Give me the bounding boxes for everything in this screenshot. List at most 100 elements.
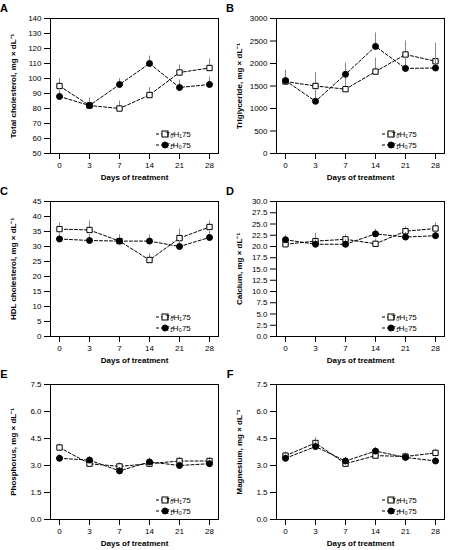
svg-text:2.5: 2.5 <box>256 321 268 330</box>
svg-text:30: 30 <box>33 242 42 251</box>
svg-text:14: 14 <box>145 344 154 353</box>
svg-text:6.0: 6.0 <box>30 407 42 416</box>
svg-text:14: 14 <box>371 344 380 353</box>
svg-text:40: 40 <box>33 212 42 221</box>
svg-text:0: 0 <box>37 332 42 341</box>
svg-text:21: 21 <box>175 161 184 170</box>
svg-text:10: 10 <box>33 302 42 311</box>
svg-text:1000: 1000 <box>250 104 268 113</box>
svg-text:3: 3 <box>313 161 318 170</box>
svg-text:Days of treatment: Days of treatment <box>327 356 395 365</box>
svg-text:3: 3 <box>313 344 318 353</box>
svg-text:80: 80 <box>33 104 42 113</box>
svg-text:E: E <box>0 368 7 380</box>
svg-text:30.0: 30.0 <box>252 197 268 206</box>
svg-text:2000: 2000 <box>250 59 268 68</box>
svg-text:7.5: 7.5 <box>30 380 42 389</box>
svg-text:T₁H₀75: T₁H₀75 <box>165 507 191 516</box>
svg-text:21: 21 <box>175 344 184 353</box>
svg-text:T₁H₀75: T₁H₀75 <box>391 507 417 516</box>
svg-text:C: C <box>0 185 8 197</box>
svg-text:Days of treatment: Days of treatment <box>101 173 169 182</box>
svg-text:0: 0 <box>263 149 268 158</box>
svg-text:Phosphorus, mg × dL⁻¹: Phosphorus, mg × dL⁻¹ <box>9 408 18 496</box>
svg-text:0: 0 <box>57 161 62 170</box>
svg-text:3000: 3000 <box>250 14 268 23</box>
svg-text:B: B <box>226 2 234 14</box>
svg-text:3: 3 <box>87 344 92 353</box>
svg-text:1500: 1500 <box>250 82 268 91</box>
svg-text:0: 0 <box>283 161 288 170</box>
svg-text:1.5: 1.5 <box>30 488 42 497</box>
svg-text:T₀H₁75: T₀H₁75 <box>165 130 191 139</box>
svg-text:0.0: 0.0 <box>256 332 268 341</box>
svg-text:0.0: 0.0 <box>30 515 42 524</box>
svg-text:28: 28 <box>431 344 440 353</box>
svg-text:T₀H₁75: T₀H₁75 <box>391 496 417 505</box>
svg-text:70: 70 <box>33 119 42 128</box>
svg-text:0: 0 <box>283 527 288 536</box>
svg-text:Triglyceride, mg × dL⁻¹: Triglyceride, mg × dL⁻¹ <box>235 43 244 129</box>
svg-text:T₀H₁75: T₀H₁75 <box>165 496 191 505</box>
svg-text:130: 130 <box>28 29 42 38</box>
svg-text:3: 3 <box>87 527 92 536</box>
svg-text:60: 60 <box>33 134 42 143</box>
svg-text:Days of treatment: Days of treatment <box>101 539 169 548</box>
svg-text:7: 7 <box>117 344 122 353</box>
svg-text:25: 25 <box>33 257 42 266</box>
svg-text:21: 21 <box>175 527 184 536</box>
svg-text:T₀H₁75: T₀H₁75 <box>165 313 191 322</box>
svg-text:T₀H₁75: T₀H₁75 <box>391 313 417 322</box>
svg-text:7: 7 <box>117 161 122 170</box>
svg-text:28: 28 <box>205 344 214 353</box>
svg-text:120: 120 <box>28 44 42 53</box>
svg-text:28: 28 <box>205 527 214 536</box>
svg-text:4.5: 4.5 <box>256 434 268 443</box>
svg-text:5.0: 5.0 <box>256 310 268 319</box>
svg-text:17.5: 17.5 <box>252 253 268 262</box>
svg-text:T₀H₁75: T₀H₁75 <box>391 130 417 139</box>
svg-text:12.5: 12.5 <box>252 276 268 285</box>
svg-text:3.0: 3.0 <box>256 461 268 470</box>
svg-text:21: 21 <box>401 161 410 170</box>
svg-text:90: 90 <box>33 89 42 98</box>
svg-text:2500: 2500 <box>250 37 268 46</box>
svg-text:110: 110 <box>29 59 42 68</box>
svg-text:6.0: 6.0 <box>256 407 268 416</box>
svg-text:Days of treatment: Days of treatment <box>327 173 395 182</box>
svg-text:0: 0 <box>283 344 288 353</box>
svg-text:28: 28 <box>431 161 440 170</box>
svg-text:5: 5 <box>37 317 42 326</box>
svg-text:20: 20 <box>33 272 42 281</box>
svg-text:15.0: 15.0 <box>252 265 268 274</box>
svg-text:10.0: 10.0 <box>252 287 268 296</box>
svg-text:14: 14 <box>145 527 154 536</box>
svg-text:0: 0 <box>57 344 62 353</box>
svg-text:50: 50 <box>33 149 42 158</box>
svg-text:T₁H₀75: T₁H₀75 <box>391 141 417 150</box>
svg-text:28: 28 <box>431 527 440 536</box>
svg-text:7: 7 <box>343 527 348 536</box>
svg-text:T₁H₀75: T₁H₀75 <box>391 324 417 333</box>
svg-text:A: A <box>0 2 8 14</box>
svg-text:7: 7 <box>343 344 348 353</box>
svg-text:4.5: 4.5 <box>30 434 42 443</box>
svg-text:7.5: 7.5 <box>256 298 268 307</box>
svg-text:45: 45 <box>33 197 42 206</box>
svg-text:21: 21 <box>401 344 410 353</box>
svg-text:14: 14 <box>371 527 380 536</box>
svg-text:7.5: 7.5 <box>256 380 268 389</box>
svg-text:15: 15 <box>33 287 42 296</box>
svg-text:14: 14 <box>145 161 154 170</box>
svg-text:Days of treatment: Days of treatment <box>327 539 395 548</box>
svg-text:0: 0 <box>57 527 62 536</box>
svg-text:F: F <box>227 368 234 380</box>
svg-text:Total cholesterol, mg × dL⁻¹: Total cholesterol, mg × dL⁻¹ <box>9 33 18 138</box>
svg-text:25.0: 25.0 <box>252 220 268 229</box>
svg-text:21: 21 <box>401 527 410 536</box>
svg-text:20.0: 20.0 <box>252 242 268 251</box>
svg-text:1.5: 1.5 <box>256 488 268 497</box>
svg-text:0.0: 0.0 <box>256 515 268 524</box>
svg-text:14: 14 <box>371 161 380 170</box>
svg-text:100: 100 <box>28 74 42 83</box>
